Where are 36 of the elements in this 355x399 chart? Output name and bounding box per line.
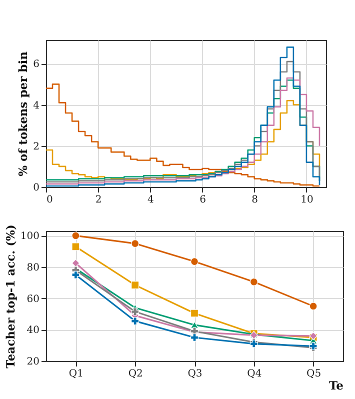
y-tick-label: 20: [26, 356, 40, 368]
y-tick-label: 40: [26, 325, 40, 336]
point: [72, 259, 80, 268]
y-tick-label: 100: [20, 231, 40, 242]
x-tick-label: 4: [148, 194, 154, 206]
point: [131, 281, 140, 290]
point: [72, 270, 80, 279]
x-tick-label: Q5: [306, 368, 322, 380]
y-axis-title: Teacher top-1 acc. (%): [3, 224, 18, 368]
x-tick-label: 6: [200, 194, 206, 206]
point: [131, 308, 140, 316]
y-tick-label: 2: [33, 141, 40, 152]
point: [131, 317, 140, 326]
x-tick-label: 0: [46, 194, 53, 206]
y-axis-title: % of tokens per bin: [16, 50, 30, 176]
point: [190, 309, 199, 318]
x-tick-label: 10: [300, 194, 314, 206]
y-tick-label: 0: [33, 182, 40, 194]
x-tick-label: 2: [95, 194, 102, 206]
point: [190, 334, 199, 342]
point: [190, 258, 199, 266]
x-tick-label: Q4: [247, 368, 262, 380]
y-tick-label: 60: [26, 294, 40, 305]
point: [72, 232, 80, 240]
x-axis-title: Te: [328, 378, 344, 392]
y-tick-label: 80: [26, 262, 40, 274]
y-tick-label: 4: [33, 100, 40, 112]
point: [72, 242, 80, 251]
x-tick-label: Q3: [188, 368, 202, 380]
x-tick-label: 8: [252, 194, 258, 206]
point: [131, 240, 140, 248]
point: [309, 302, 318, 310]
point: [250, 278, 258, 286]
y-tick-label: 6: [33, 59, 40, 70]
x-tick-label: Q2: [128, 368, 143, 380]
x-tick-label: Q1: [68, 368, 84, 380]
